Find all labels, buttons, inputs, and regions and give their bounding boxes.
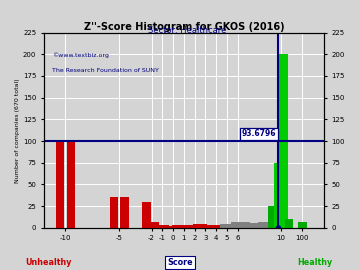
Bar <box>166 226 175 228</box>
Bar <box>231 222 239 228</box>
Text: ©www.textbiz.org: ©www.textbiz.org <box>52 52 109 58</box>
Bar <box>182 225 191 228</box>
Bar <box>247 223 256 228</box>
Bar <box>188 225 196 228</box>
Bar <box>142 202 150 228</box>
Bar <box>263 222 272 228</box>
Bar <box>284 219 293 228</box>
Bar <box>252 223 261 228</box>
Text: Healthy: Healthy <box>297 258 333 267</box>
Bar <box>161 225 169 228</box>
Text: Unhealthy: Unhealthy <box>25 258 72 267</box>
Bar <box>156 225 164 228</box>
Bar <box>274 163 282 228</box>
Bar <box>198 224 207 228</box>
Bar <box>204 225 212 228</box>
Bar <box>258 222 266 228</box>
Text: Sector: Healthcare: Sector: Healthcare <box>148 26 226 35</box>
Bar <box>177 225 185 228</box>
Text: The Research Foundation of SUNY: The Research Foundation of SUNY <box>52 68 159 73</box>
Bar <box>236 222 245 228</box>
Bar <box>109 197 118 228</box>
Bar <box>279 54 288 228</box>
Bar <box>215 225 223 228</box>
Bar <box>209 225 218 228</box>
Bar <box>269 206 277 228</box>
Text: 93.6796: 93.6796 <box>242 129 276 139</box>
Bar <box>220 224 229 228</box>
Bar <box>150 222 159 228</box>
Bar <box>171 225 180 228</box>
Bar <box>193 224 202 228</box>
Y-axis label: Number of companies (670 total): Number of companies (670 total) <box>15 78 20 183</box>
Bar <box>242 222 250 228</box>
Title: Z''-Score Histogram for GKOS (2016): Z''-Score Histogram for GKOS (2016) <box>84 22 284 32</box>
Bar <box>56 141 64 228</box>
Text: Score: Score <box>167 258 193 267</box>
Bar <box>120 197 129 228</box>
Bar <box>298 222 307 228</box>
Bar <box>225 224 234 228</box>
Bar <box>67 141 75 228</box>
